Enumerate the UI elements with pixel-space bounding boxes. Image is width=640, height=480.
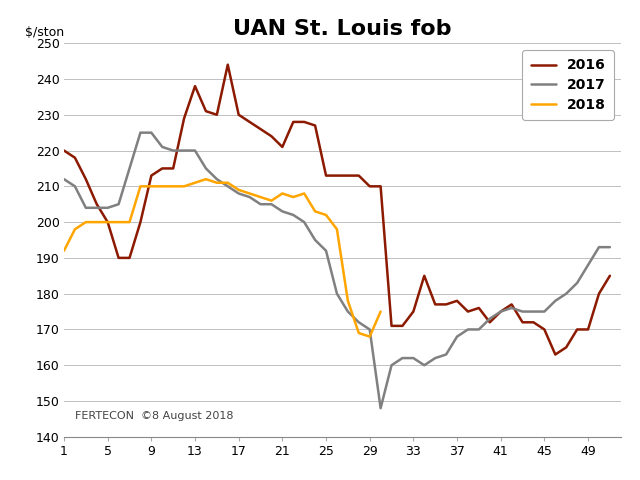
2018 — [213, 180, 221, 186]
2018 — [366, 334, 374, 339]
Line: 2017: 2017 — [64, 132, 610, 408]
2016 — [180, 116, 188, 121]
2018 — [224, 180, 232, 186]
2018 — [60, 248, 68, 253]
2017 — [377, 405, 385, 411]
2016 — [606, 273, 614, 279]
2017 — [442, 352, 450, 358]
2016 — [246, 119, 253, 125]
Legend: 2016, 2017, 2018: 2016, 2017, 2018 — [522, 50, 614, 120]
2016 — [60, 148, 68, 154]
2018 — [115, 219, 122, 225]
2016 — [464, 309, 472, 314]
2018 — [246, 191, 253, 196]
2017 — [246, 194, 253, 200]
2016 — [552, 352, 559, 358]
2016 — [235, 112, 243, 118]
2018 — [180, 183, 188, 189]
2018 — [93, 219, 100, 225]
Line: 2016: 2016 — [64, 65, 610, 355]
2018 — [300, 191, 308, 196]
2018 — [311, 208, 319, 214]
2018 — [136, 183, 144, 189]
2018 — [71, 227, 79, 232]
2017 — [136, 130, 144, 135]
2018 — [82, 219, 90, 225]
2017 — [475, 326, 483, 332]
2018 — [147, 183, 155, 189]
2018 — [104, 219, 111, 225]
Text: FERTECON  ©8 August 2018: FERTECON ©8 August 2018 — [75, 411, 234, 421]
2016 — [431, 301, 439, 307]
2018 — [344, 298, 352, 304]
2016 — [595, 291, 603, 297]
2017 — [191, 148, 199, 154]
2018 — [268, 198, 275, 204]
2018 — [170, 183, 177, 189]
2017 — [595, 244, 603, 250]
2018 — [191, 180, 199, 186]
Line: 2018: 2018 — [64, 179, 381, 336]
2018 — [289, 194, 297, 200]
2018 — [333, 227, 340, 232]
2018 — [235, 187, 243, 193]
2017 — [60, 176, 68, 182]
Text: $/ston: $/ston — [25, 26, 64, 39]
2017 — [606, 244, 614, 250]
2018 — [278, 191, 286, 196]
2017 — [235, 191, 243, 196]
2018 — [159, 183, 166, 189]
2018 — [377, 309, 385, 314]
Title: UAN St. Louis fob: UAN St. Louis fob — [233, 19, 452, 39]
2018 — [125, 219, 133, 225]
2018 — [355, 330, 363, 336]
2018 — [202, 176, 210, 182]
2018 — [257, 194, 264, 200]
2018 — [322, 212, 330, 218]
2016 — [224, 62, 232, 68]
